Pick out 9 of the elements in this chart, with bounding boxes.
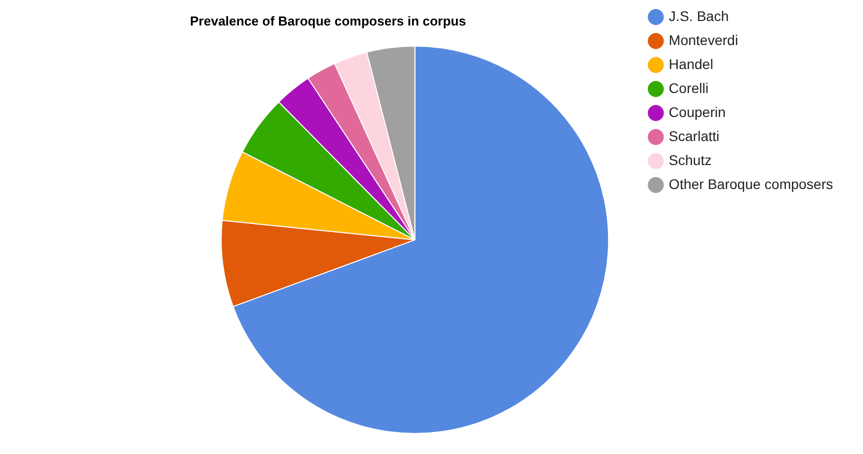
legend-label: J.S. Bach — [668, 8, 729, 24]
legend-label: Corelli — [668, 80, 708, 96]
legend-label: Handel — [668, 56, 714, 72]
legend-label: Schutz — [668, 152, 712, 168]
legend-label: Monteverdi — [668, 32, 738, 48]
legend-label: Couperin — [668, 104, 726, 120]
legend-label: Scarlatti — [668, 128, 720, 144]
legend-label: Other Baroque composers — [668, 176, 834, 192]
chart-title: Prevalence of Baroque composers in corpus — [190, 13, 466, 28]
